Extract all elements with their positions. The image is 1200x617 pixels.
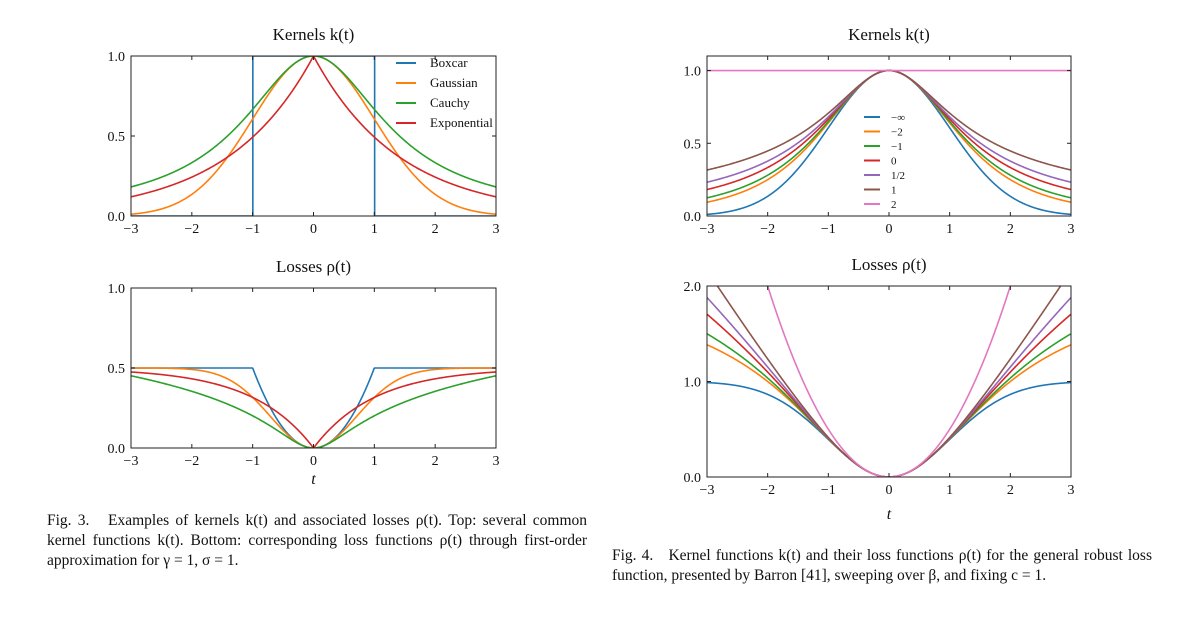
fig4-kernels-ytick-label: 0.5 bbox=[684, 137, 702, 152]
figure-4-caption: Fig. 4. Kernel functions k(t) and their … bbox=[612, 546, 1152, 586]
fig4-losses-xlabel: t bbox=[887, 506, 892, 523]
fig3-kernels-ytick-label: 0.0 bbox=[108, 210, 126, 225]
fig4-kernels-xtick-label: 1 bbox=[946, 222, 953, 237]
fig3-legend-label: Boxcar bbox=[430, 55, 468, 70]
fig3-losses-series-exponential bbox=[131, 371, 496, 448]
figure-3-caption-text: Examples of kernels k(t) and associated … bbox=[47, 512, 587, 569]
fig4-losses-series-minusinf bbox=[707, 381, 1071, 477]
fig3-kernels-xtick-label: 2 bbox=[432, 222, 439, 237]
fig4-legend-label: −∞ bbox=[891, 112, 905, 124]
fig3-losses-panel: Losses ρ(t) −3 −2 −1 0 1 2 3 0.0 0.5 1.0 t bbox=[108, 257, 500, 488]
fig4-legend-bg bbox=[862, 125, 908, 139]
fig3-kernels-ytick-label: 1.0 bbox=[108, 50, 126, 65]
fig3-kernels-xtick-label: −3 bbox=[124, 222, 139, 237]
fig4-legend-bg bbox=[862, 183, 908, 197]
fig4-kernels-xtick-label: 0 bbox=[886, 222, 893, 237]
fig4-losses-xtick-label: 0 bbox=[886, 483, 893, 498]
fig4-losses-ytick-label: 2.0 bbox=[684, 280, 702, 295]
fig3-losses-xlabel: t bbox=[311, 471, 316, 488]
fig4-legend-label: 1 bbox=[891, 185, 897, 197]
fig4-kernels-xtick-label: 2 bbox=[1007, 222, 1014, 237]
fig4-losses-panel: Losses ρ(t) −3 −2 −1 0 1 2 3 0.0 1.0 2.0 t bbox=[684, 255, 1075, 523]
fig4-legend-label: 1/2 bbox=[891, 170, 905, 182]
fig4-losses-xtick-label: 3 bbox=[1068, 483, 1075, 498]
fig4-losses-series-minus2 bbox=[707, 344, 1071, 477]
fig3-losses-xtick-label: −1 bbox=[245, 454, 260, 469]
fig3-kernels-xtick-label: 0 bbox=[310, 222, 317, 237]
fig3-kernels-title: Kernels k(t) bbox=[273, 25, 355, 44]
figure-4-caption-label: Fig. 4. bbox=[612, 547, 654, 564]
fig3-losses-title: Losses ρ(t) bbox=[276, 257, 351, 276]
fig3-legend-label: Cauchy bbox=[430, 95, 470, 110]
fig3-kernels-xtick-label: 3 bbox=[493, 222, 500, 237]
fig4-kernels-ytick-label: 1.0 bbox=[684, 65, 702, 80]
fig3-losses-ytick-label: 0.0 bbox=[108, 442, 126, 457]
fig4-losses-xtick-label: 2 bbox=[1007, 483, 1014, 498]
fig4-legend: −∞ −2 −1 0 1/2 1 2 bbox=[862, 111, 908, 211]
fig3-losses-xtick-label: 0 bbox=[310, 454, 317, 469]
fig4-legend-label: −1 bbox=[891, 141, 903, 153]
fig3-legend: Boxcar Gaussian Cauchy Exponential bbox=[396, 55, 493, 130]
fig4-losses-series-1 bbox=[716, 286, 1062, 477]
fig3-losses-xtick-label: 2 bbox=[432, 454, 439, 469]
fig3-kernels-series-cauchy bbox=[131, 56, 496, 188]
fig4-legend-bg bbox=[862, 111, 908, 124]
fig3-losses-series-gaussian bbox=[131, 367, 496, 448]
figure-3-caption: Fig. 3. Examples of kernels k(t) and ass… bbox=[47, 511, 587, 571]
fig4-legend-bg bbox=[862, 198, 908, 211]
fig3-kernels-xtick-label: 1 bbox=[371, 222, 378, 237]
fig3-kernels-panel: Kernels k(t) −3 −2 −1 0 1 2 3 0.0 0.5 1.0 Boxcar Gau… bbox=[108, 25, 500, 237]
fig3-losses-series-cauchy bbox=[131, 374, 496, 448]
fig3-kernels-ytick-label: 0.5 bbox=[108, 130, 126, 145]
fig4-losses-ytick-label: 0.0 bbox=[684, 471, 702, 486]
fig4-kernels-xtick-label: −2 bbox=[760, 222, 775, 237]
fig4-losses-xtick-label: 1 bbox=[946, 483, 953, 498]
fig4-losses-xtick-label: −3 bbox=[700, 483, 715, 498]
fig4-losses-xtick-label: −2 bbox=[760, 483, 775, 498]
fig4-losses-axes-frame bbox=[706, 285, 1072, 478]
fig4-legend-bg bbox=[862, 140, 908, 153]
fig4-losses-series-minus1 bbox=[707, 333, 1071, 477]
fig3-losses-xtick-label: −3 bbox=[124, 454, 139, 469]
fig4-losses-xtick-label: −1 bbox=[821, 483, 836, 498]
fig4-kernels-xtick-label: 3 bbox=[1068, 222, 1075, 237]
fig4-legend-label: 2 bbox=[891, 199, 897, 211]
fig3-kernels-xtick-label: −1 bbox=[245, 222, 260, 237]
fig4-losses-ytick-label: 1.0 bbox=[684, 376, 702, 391]
fig4-legend-bg bbox=[862, 154, 908, 168]
fig4-legend-label: 0 bbox=[891, 156, 897, 168]
fig4-kernels-panel: Kernels k(t) −3 −2 −1 0 1 2 3 0.0 0.5 1.0 −∞ −2 −1 0 1/… bbox=[684, 25, 1075, 237]
fig3-kernels-xtick-label: −2 bbox=[184, 222, 199, 237]
fig3-losses-xtick-label: 3 bbox=[493, 454, 500, 469]
fig3-losses-ytick-label: 0.5 bbox=[108, 362, 126, 377]
fig4-losses-series-0 bbox=[707, 313, 1071, 477]
fig3-losses-xtick-label: 1 bbox=[371, 454, 378, 469]
figure-3-caption-label: Fig. 3. bbox=[47, 512, 90, 529]
fig4-kernels-title: Kernels k(t) bbox=[848, 25, 930, 44]
fig4-losses-series-1-over-2 bbox=[707, 296, 1071, 477]
figure-4-caption-text: Kernel functions k(t) and their loss fun… bbox=[612, 547, 1152, 584]
fig3-legend-label: Gaussian bbox=[430, 75, 478, 90]
fig3-kernels-series-gaussian bbox=[131, 56, 496, 216]
fig3-losses-xtick-label: −2 bbox=[184, 454, 199, 469]
fig4-legend-bg bbox=[862, 169, 908, 182]
fig4-kernels-ytick-label: 0.0 bbox=[684, 210, 702, 225]
fig3-losses-series-boxcar bbox=[131, 367, 496, 448]
fig3-losses-ytick-label: 1.0 bbox=[108, 282, 126, 297]
fig4-legend-label: −2 bbox=[891, 127, 903, 139]
fig4-kernels-xtick-label: −3 bbox=[700, 222, 715, 237]
fig3-legend-label: Exponential bbox=[430, 115, 493, 130]
fig4-losses-title: Losses ρ(t) bbox=[851, 255, 926, 274]
fig3-kernels-series-exponential bbox=[131, 56, 496, 198]
fig4-kernels-xtick-label: −1 bbox=[821, 222, 836, 237]
